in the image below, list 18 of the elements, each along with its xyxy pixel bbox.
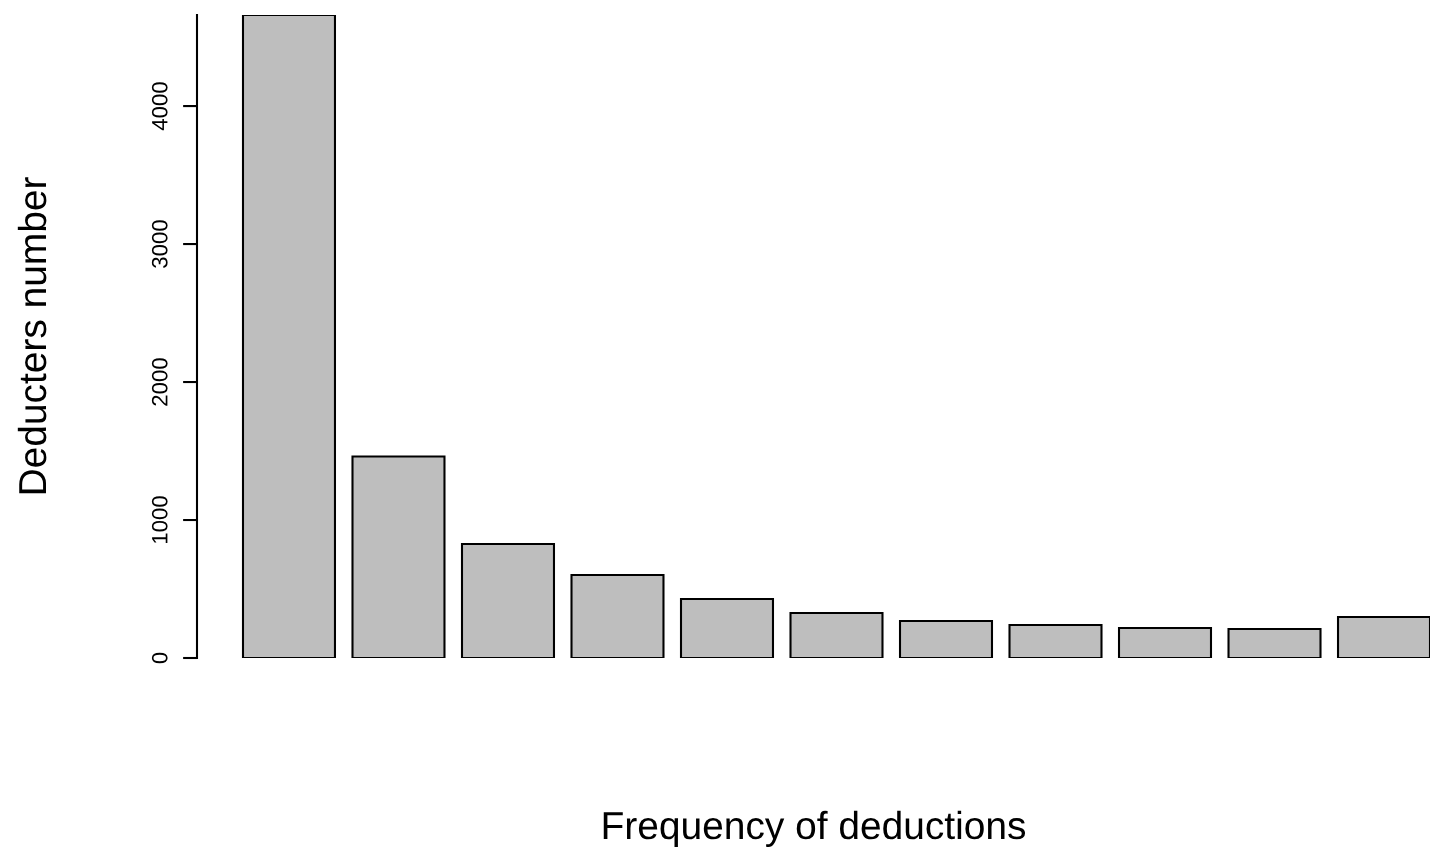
bar [241,15,337,658]
y-tick-label: 4000 [151,82,168,131]
bar [679,597,775,658]
y-axis-title: Deducters number [17,177,47,494]
y-tick-label: 2000 [151,358,168,406]
bar [789,611,884,658]
x-axis-title: Frequency of deductions [603,810,1026,848]
bar [1008,623,1103,658]
bar [1117,627,1213,658]
bar [1336,615,1430,658]
bar [898,619,994,658]
bar [1227,627,1322,658]
bar [460,542,556,658]
bar [351,455,446,658]
y-tick-label: 1000 [151,496,168,544]
bar [570,574,665,658]
y-tick-label: 0 [151,652,168,664]
y-tick-label: 3000 [151,220,168,268]
